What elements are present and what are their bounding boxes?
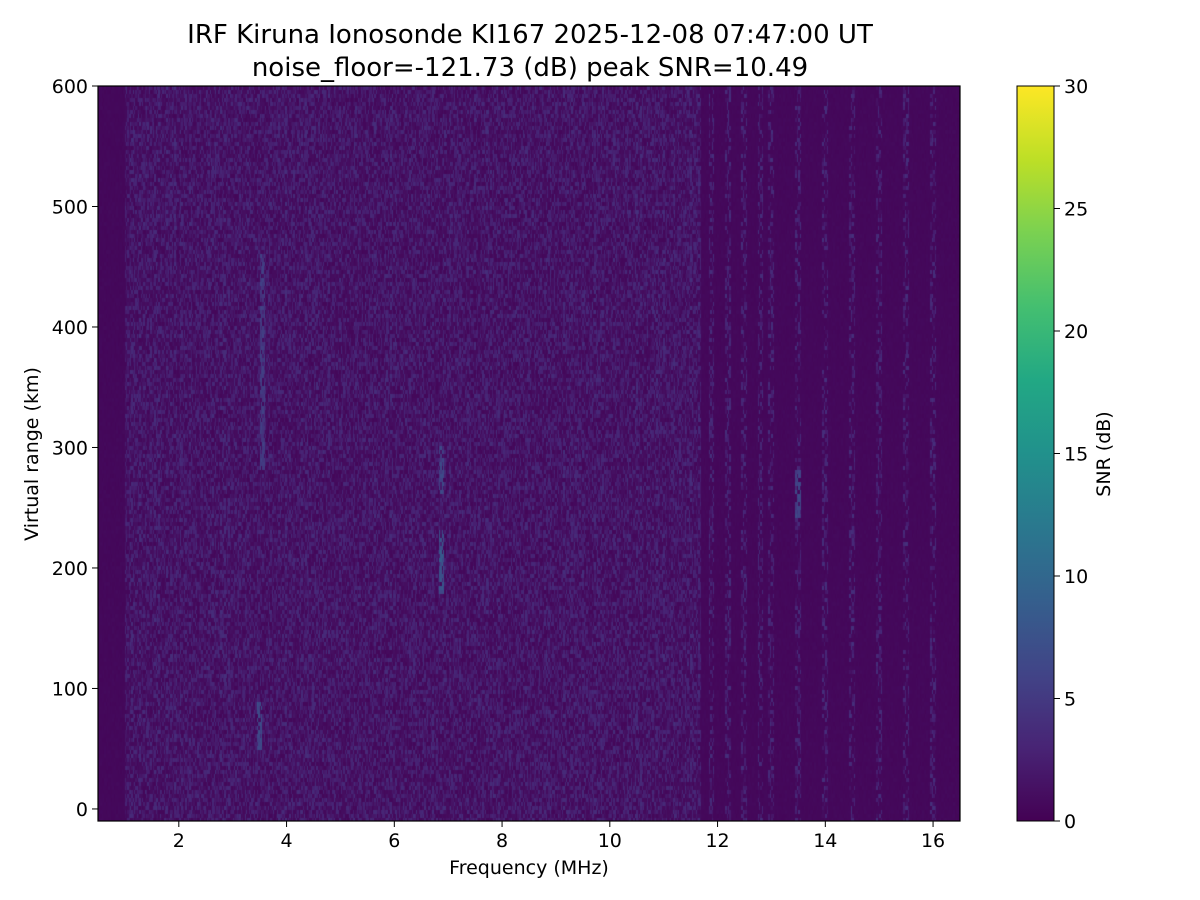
x-tick-label: 10 [598, 830, 622, 852]
x-tick-label: 12 [705, 830, 729, 852]
colorbar-ticks: 0 5 10 15 20 25 30 [1054, 76, 1088, 833]
colorbar-tick-label: 30 [1064, 76, 1088, 98]
chart-title-line2: noise_floor=-121.73 (dB) peak SNR=10.49 [252, 53, 808, 83]
y-tick-label: 600 [52, 76, 88, 98]
y-tick-label: 0 [76, 799, 88, 821]
y-axis-label: Virtual range (km) [21, 367, 43, 541]
colorbar-label: SNR (dB) [1093, 411, 1115, 496]
y-tick-label: 200 [52, 558, 88, 580]
colorbar-tick-label: 0 [1064, 811, 1076, 833]
colorbar-gradient [1016, 85, 1055, 822]
x-tick-label: 2 [173, 830, 185, 852]
snr-heatmap [98, 86, 960, 821]
colorbar-tick-label: 25 [1064, 199, 1088, 221]
chart-title-line1: IRF Kiruna Ionosonde KI167 2025-12-08 07… [187, 20, 873, 50]
y-tick-label: 300 [52, 437, 88, 459]
plot-area [97, 85, 961, 822]
x-axis-label: Frequency (MHz) [449, 857, 609, 879]
colorbar-tick-label: 5 [1064, 689, 1076, 711]
colorbar-tick-label: 10 [1064, 566, 1088, 588]
y-axis-ticks: 0 100 200 300 400 500 600 [52, 76, 98, 821]
x-tick-label: 8 [496, 830, 508, 852]
x-tick-label: 14 [813, 830, 837, 852]
x-tick-label: 6 [388, 830, 400, 852]
colorbar-tick-label: 15 [1064, 444, 1088, 466]
plot-frame [97, 85, 961, 822]
x-tick-label: 4 [281, 830, 293, 852]
x-tick-label: 16 [921, 830, 945, 852]
x-axis-ticks: 2 4 6 8 10 12 14 16 [173, 821, 945, 852]
y-tick-label: 400 [52, 317, 88, 339]
colorbar: 0 5 10 15 20 25 30 SNR (dB) [1016, 76, 1115, 833]
y-tick-label: 500 [52, 196, 88, 218]
colorbar-tick-label: 20 [1064, 321, 1088, 343]
y-tick-label: 100 [52, 678, 88, 700]
